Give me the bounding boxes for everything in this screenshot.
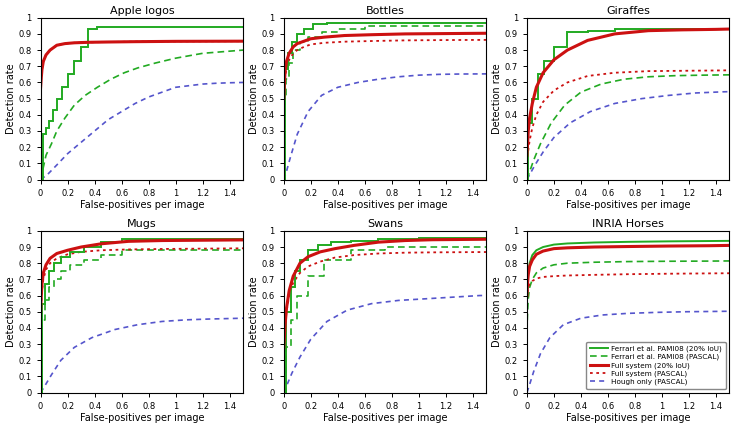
X-axis label: False-positives per image: False-positives per image: [566, 414, 690, 423]
Y-axis label: Detection rate: Detection rate: [492, 276, 502, 347]
Y-axis label: Detection rate: Detection rate: [6, 63, 15, 134]
Title: Apple logos: Apple logos: [110, 6, 174, 15]
X-axis label: False-positives per image: False-positives per image: [79, 414, 204, 423]
Title: Mugs: Mugs: [127, 219, 157, 229]
X-axis label: False-positives per image: False-positives per image: [566, 200, 690, 210]
Title: Swans: Swans: [367, 219, 403, 229]
Title: INRIA Horses: INRIA Horses: [592, 219, 664, 229]
Title: Giraffes: Giraffes: [606, 6, 650, 15]
X-axis label: False-positives per image: False-positives per image: [323, 414, 448, 423]
Y-axis label: Detection rate: Detection rate: [6, 276, 15, 347]
Y-axis label: Detection rate: Detection rate: [492, 63, 502, 134]
Title: Bottles: Bottles: [365, 6, 404, 15]
X-axis label: False-positives per image: False-positives per image: [323, 200, 448, 210]
Legend: Ferrari et al. PAMI08 (20% IoU), Ferrari et al. PAMI08 (PASCAL), Full system (20: Ferrari et al. PAMI08 (20% IoU), Ferrari…: [587, 342, 726, 389]
Y-axis label: Detection rate: Detection rate: [248, 63, 259, 134]
Y-axis label: Detection rate: Detection rate: [248, 276, 259, 347]
X-axis label: False-positives per image: False-positives per image: [79, 200, 204, 210]
